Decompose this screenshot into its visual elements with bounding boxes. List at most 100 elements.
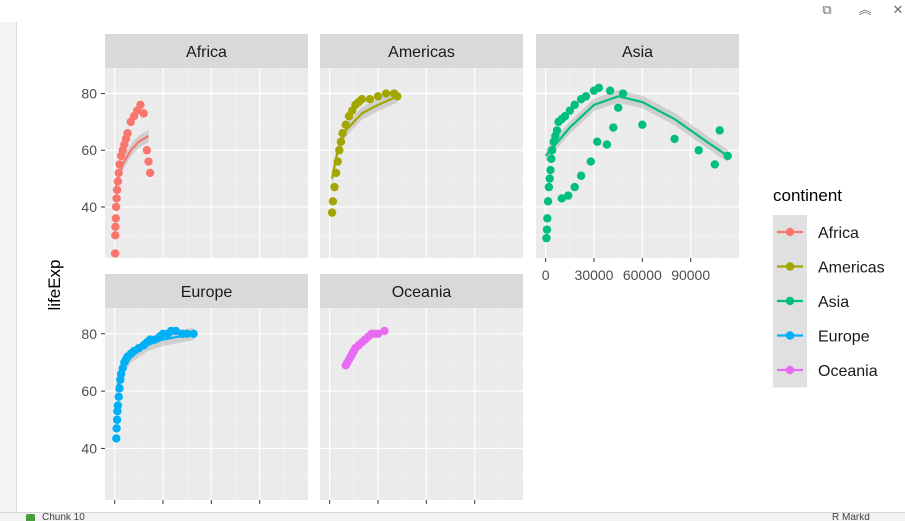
- legend-label: Europe: [818, 329, 870, 346]
- plot-pane-toolbar: ⧉ ︽ ✕: [0, 0, 905, 22]
- trend-line: [544, 95, 729, 157]
- data-point: [547, 154, 556, 163]
- legend-entry-americas: Americas: [773, 249, 885, 284]
- data-point: [393, 92, 402, 101]
- data-point: [114, 392, 123, 402]
- facet-strip: [105, 274, 308, 308]
- data-point: [581, 92, 591, 101]
- data-point: [670, 134, 679, 144]
- close-icon[interactable]: ✕: [892, 2, 904, 17]
- data-point: [110, 249, 120, 258]
- legend-label: Asia: [818, 294, 849, 311]
- trend-line: [331, 95, 398, 179]
- confidence-band: [115, 129, 149, 197]
- panel-background: [320, 68, 523, 258]
- facet-strip: [320, 274, 523, 308]
- data-point: [381, 89, 391, 98]
- data-point: [139, 109, 148, 118]
- facet-strip-label: Americas: [388, 44, 455, 61]
- facet-strip-label: Africa: [186, 44, 227, 61]
- data-point: [338, 129, 347, 138]
- data-point: [144, 157, 153, 166]
- data-point: [111, 231, 120, 240]
- data-point: [142, 146, 152, 155]
- data-point: [373, 329, 383, 338]
- data-point: [586, 157, 595, 166]
- data-point: [171, 326, 181, 336]
- data-point: [565, 106, 575, 115]
- data-point: [593, 137, 602, 146]
- data-point: [715, 126, 724, 135]
- y-tick-label: 40: [81, 440, 97, 456]
- panel-africa: Africa 40 60 80: [81, 34, 308, 258]
- data-point: [331, 168, 341, 178]
- data-point: [123, 129, 132, 138]
- data-point: [335, 146, 344, 155]
- data-point: [570, 100, 579, 110]
- facet-strip: [105, 34, 308, 68]
- y-tick-label: 60: [81, 383, 97, 399]
- legend-key-point: [785, 262, 795, 271]
- y-axis-label: lifeExp: [45, 259, 64, 310]
- data-point: [111, 202, 121, 212]
- data-point: [111, 222, 120, 232]
- panel-asia: Asia 0 30000 60000 90000: [536, 34, 739, 283]
- data-point: [112, 415, 122, 424]
- legend-entry-oceania: Oceania: [773, 353, 878, 388]
- x-tick-label: 90000: [671, 267, 710, 283]
- data-point: [543, 214, 552, 223]
- legend-key-point: [785, 365, 795, 375]
- collapse-icon[interactable]: ︽: [858, 2, 872, 17]
- legend-key-point: [785, 296, 795, 306]
- data-point: [710, 160, 720, 169]
- data-point: [112, 434, 121, 443]
- data-point: [552, 126, 562, 135]
- data-point: [182, 329, 192, 338]
- data-point: [557, 194, 566, 203]
- legend-label: Africa: [818, 225, 859, 242]
- data-point: [694, 146, 703, 155]
- data-point: [542, 233, 551, 243]
- data-point: [543, 197, 553, 206]
- data-point: [546, 165, 555, 175]
- data-point: [723, 151, 732, 161]
- y-tick-label: 80: [81, 326, 97, 342]
- data-point: [570, 182, 579, 192]
- data-point: [333, 157, 342, 166]
- data-point: [380, 326, 389, 336]
- pane-left-edge: [0, 0, 17, 520]
- data-point: [545, 174, 554, 183]
- legend: continent Africa Americas Asia Europe Oceani…: [773, 186, 885, 388]
- data-point: [189, 329, 198, 338]
- legend-entry-asia: Asia: [773, 284, 849, 319]
- data-point: [145, 168, 155, 178]
- data-point: [115, 160, 124, 169]
- data-point: [594, 83, 604, 93]
- data-point: [111, 214, 120, 223]
- legend-entry-africa: Africa: [773, 215, 859, 250]
- x-tick-label: 30000: [575, 267, 614, 283]
- data-point: [112, 185, 122, 195]
- data-point: [609, 123, 618, 132]
- chunk-label[interactable]: Chunk 10: [42, 512, 85, 521]
- document-mode-label[interactable]: R Markd: [832, 512, 870, 521]
- data-point: [365, 94, 375, 104]
- legend-label: Oceania: [818, 363, 878, 380]
- legend-key-point: [785, 227, 795, 237]
- data-point: [113, 401, 123, 410]
- panel-americas: Americas: [320, 34, 523, 258]
- data-point: [336, 137, 346, 146]
- legend-label: Americas: [818, 260, 885, 277]
- data-point: [564, 191, 573, 200]
- data-point: [602, 140, 612, 149]
- data-point: [576, 171, 586, 180]
- panel-background: [105, 68, 308, 258]
- data-point: [113, 177, 123, 186]
- data-point: [547, 146, 557, 155]
- data-point: [115, 384, 124, 393]
- facet-strip-label: Asia: [622, 44, 653, 61]
- popout-icon[interactable]: ⧉: [822, 2, 832, 17]
- panel-europe: Europe4060800300006000090000: [81, 274, 308, 520]
- data-point: [605, 86, 615, 95]
